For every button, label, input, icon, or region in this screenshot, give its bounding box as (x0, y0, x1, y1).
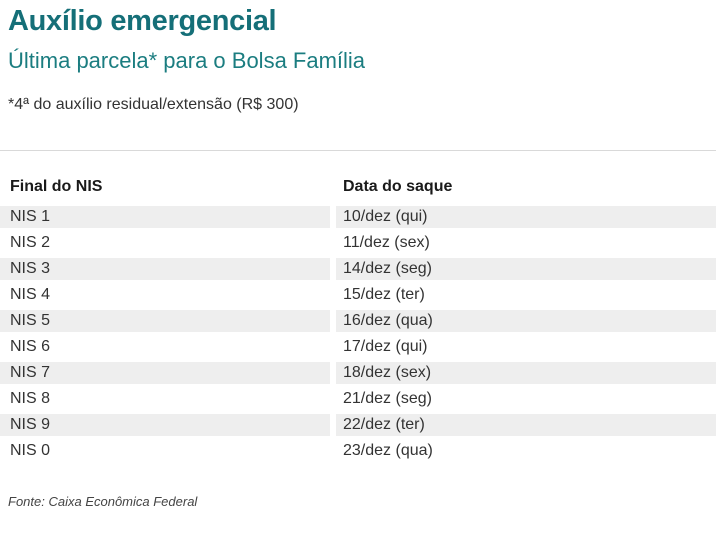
source-credit: Fonte: Caixa Econômica Federal (8, 494, 198, 509)
saque-date-cell: 23/dez (qua) (336, 440, 716, 466)
nis-cell: NIS 7 (0, 362, 336, 388)
nis-cell: NIS 8 (0, 388, 336, 414)
nis-cell: NIS 6 (0, 336, 336, 362)
nis-cell: NIS 1 (0, 206, 336, 232)
table-row: NIS 6 17/dez (qui) (0, 336, 716, 362)
footnote: *4ª do auxílio residual/extensão (R$ 300… (8, 96, 299, 113)
saque-date-cell: 14/dez (seg) (336, 258, 716, 284)
saque-date-cell: 10/dez (qui) (336, 206, 716, 232)
column-header-final-do-nis: Final do NIS (10, 178, 103, 195)
table-header-row: Final do NIS Data do saque (0, 151, 716, 206)
nis-cell: NIS 9 (0, 414, 336, 440)
saque-date-cell: 16/dez (qua) (336, 310, 716, 336)
saque-date-cell: 11/dez (sex) (336, 232, 716, 258)
saque-date-cell: 17/dez (qui) (336, 336, 716, 362)
nis-cell: NIS 5 (0, 310, 336, 336)
table-row: NIS 2 11/dez (sex) (0, 232, 716, 258)
table-row: NIS 8 21/dez (seg) (0, 388, 716, 414)
divider (0, 150, 716, 151)
nis-cell: NIS 4 (0, 284, 336, 310)
saque-date-cell: 21/dez (seg) (336, 388, 716, 414)
nis-cell: NIS 0 (0, 440, 336, 466)
payment-schedule-table: Final do NIS Data do saque NIS 1 10/dez (… (0, 151, 716, 466)
saque-date-cell: 15/dez (ter) (336, 284, 716, 310)
table-row: NIS 7 18/dez (sex) (0, 362, 716, 388)
page-subtitle: Última parcela* para o Bolsa Família (8, 48, 366, 73)
saque-date-cell: 22/dez (ter) (336, 414, 716, 440)
saque-date-cell: 18/dez (sex) (336, 362, 716, 388)
table-row: NIS 1 10/dez (qui) (0, 206, 716, 232)
nis-cell: NIS 2 (0, 232, 336, 258)
table-row: NIS 9 22/dez (ter) (0, 414, 716, 440)
table-row: NIS 3 14/dez (seg) (0, 258, 716, 284)
table-row: NIS 0 23/dez (qua) (0, 440, 716, 466)
table-row: NIS 5 16/dez (qua) (0, 310, 716, 336)
table-row: NIS 4 15/dez (ter) (0, 284, 716, 310)
page-title: Auxílio emergencial (8, 5, 277, 37)
nis-cell: NIS 3 (0, 258, 336, 284)
column-header-data-do-saque: Data do saque (343, 178, 453, 195)
